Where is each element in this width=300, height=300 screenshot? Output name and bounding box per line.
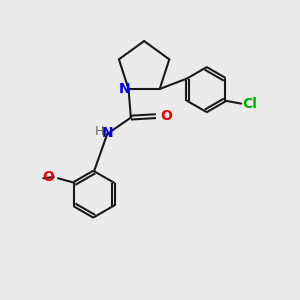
Text: O: O [43, 170, 54, 184]
Text: O: O [160, 109, 172, 123]
Text: Cl: Cl [243, 97, 258, 111]
Text: N: N [102, 126, 114, 140]
Text: H: H [94, 125, 104, 138]
Text: N: N [118, 82, 130, 96]
